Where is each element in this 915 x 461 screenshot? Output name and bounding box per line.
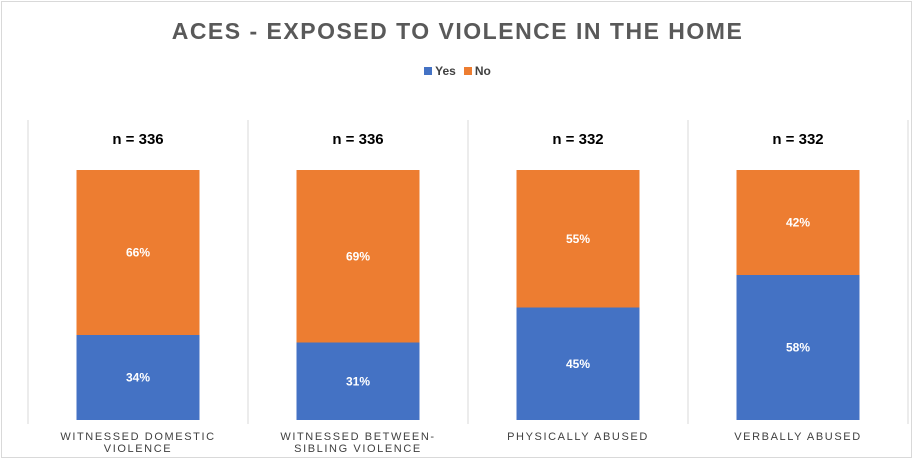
data-label-no-4: 42% (786, 216, 810, 230)
legend-item-yes: Yes (424, 64, 456, 78)
n-label: n = 336 (332, 131, 383, 148)
category-label-1: WITNESSED DOMESTIC (60, 431, 215, 443)
data-label-yes-3: 45% (566, 357, 590, 371)
data-label-no-2: 69% (346, 249, 370, 263)
bar-no-1 (76, 170, 200, 335)
data-label-yes-2: 31% (346, 374, 370, 388)
legend-swatch-yes (424, 67, 433, 75)
chart-title: ACES - EXPOSED TO VIOLENCE IN THE HOME (171, 18, 744, 44)
bar-yes-4 (736, 275, 860, 420)
bar-no-2 (296, 170, 420, 343)
category-label-2: WITNESSED BETWEEN- (280, 431, 435, 443)
n-label: n = 332 (772, 131, 823, 148)
bar-yes-3 (516, 307, 640, 420)
data-label-no-1: 66% (126, 246, 150, 260)
data-label-no-3: 55% (566, 232, 590, 246)
bar-no-3 (516, 170, 640, 308)
category-label-4: VERBALLY ABUSED (734, 431, 862, 443)
bar-no-4 (736, 170, 860, 275)
chart-legend: Yes No (0, 64, 915, 78)
legend-swatch-no (463, 67, 472, 75)
bar-yes-2 (296, 342, 420, 420)
n-label: n = 332 (552, 131, 603, 148)
n-label: n = 336 (112, 131, 163, 148)
category-label-2: SIBLING VIOLENCE (294, 443, 422, 455)
legend-label-yes: Yes (435, 64, 456, 78)
category-label-3: PHYSICALLY ABUSED (507, 431, 649, 443)
legend-item-no: No (463, 64, 491, 78)
legend-label-no: No (474, 64, 491, 78)
bar-yes-1 (76, 335, 200, 420)
data-label-yes-4: 58% (786, 341, 810, 355)
category-label-1: VIOLENCE (104, 443, 172, 455)
data-label-yes-1: 34% (126, 371, 150, 385)
